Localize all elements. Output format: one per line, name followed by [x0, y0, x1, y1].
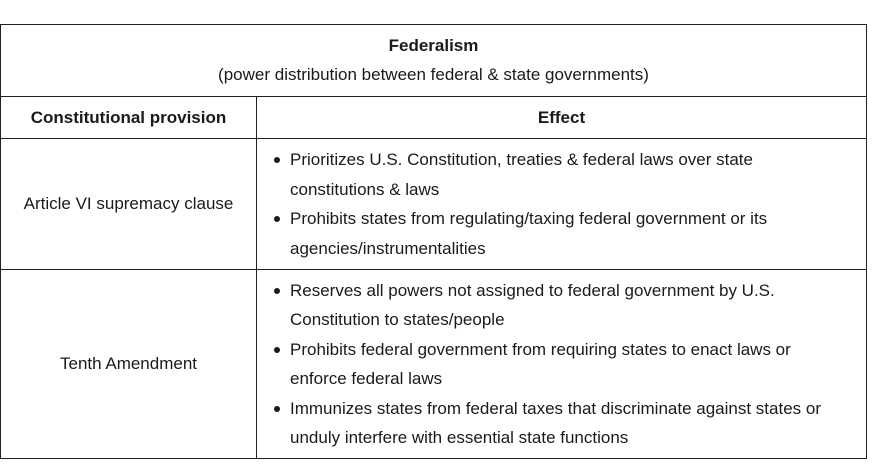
bullet-icon: [274, 405, 280, 412]
effect-cell: Prioritizes U.S. Constitution, treaties …: [256, 138, 867, 270]
column-header-provision: Constitutional provision: [0, 96, 257, 139]
table-title: Federalism: [388, 35, 479, 55]
provision-cell: Tenth Amendment: [0, 269, 257, 459]
effect-text: Immunizes states from federal taxes that…: [290, 398, 822, 448]
bullet-icon: [274, 216, 280, 222]
effect-list-item: Reserves all powers not assigned to fede…: [274, 276, 866, 335]
table-row: Tenth Amendment Reserves all powers not …: [0, 269, 867, 459]
effect-cell: Reserves all powers not assigned to fede…: [256, 269, 867, 459]
effect-list-item: Immunizes states from federal taxes that…: [274, 394, 866, 453]
table-title-row: Federalism (power distribution between f…: [0, 24, 867, 97]
federalism-table: Federalism (power distribution between f…: [0, 24, 867, 459]
table-title-cell: Federalism (power distribution between f…: [0, 24, 867, 97]
effect-text: Prioritizes U.S. Constitution, treaties …: [290, 150, 753, 199]
effect-list: Reserves all powers not assigned to fede…: [257, 276, 866, 453]
effect-text: Reserves all powers not assigned to fede…: [290, 280, 775, 330]
table-subtitle: (power distribution between federal & st…: [218, 64, 649, 84]
provision-cell: Article VI supremacy clause: [0, 138, 257, 270]
bullet-icon: [274, 346, 280, 353]
table-row: Article VI supremacy clause Prioritizes …: [0, 138, 867, 270]
effect-text: Prohibits federal government from requir…: [290, 339, 791, 389]
effect-list-item: Prohibits federal government from requir…: [274, 335, 866, 394]
table-header-row: Constitutional provision Effect: [0, 96, 867, 139]
effect-text: Prohibits states from regulating/taxing …: [290, 209, 768, 258]
effect-list: Prioritizes U.S. Constitution, treaties …: [257, 145, 866, 263]
bullet-icon: [274, 287, 280, 294]
bullet-icon: [274, 157, 280, 163]
effect-list-item: Prioritizes U.S. Constitution, treaties …: [274, 145, 866, 204]
effect-list-item: Prohibits states from regulating/taxing …: [274, 204, 866, 263]
column-header-effect: Effect: [256, 96, 867, 139]
